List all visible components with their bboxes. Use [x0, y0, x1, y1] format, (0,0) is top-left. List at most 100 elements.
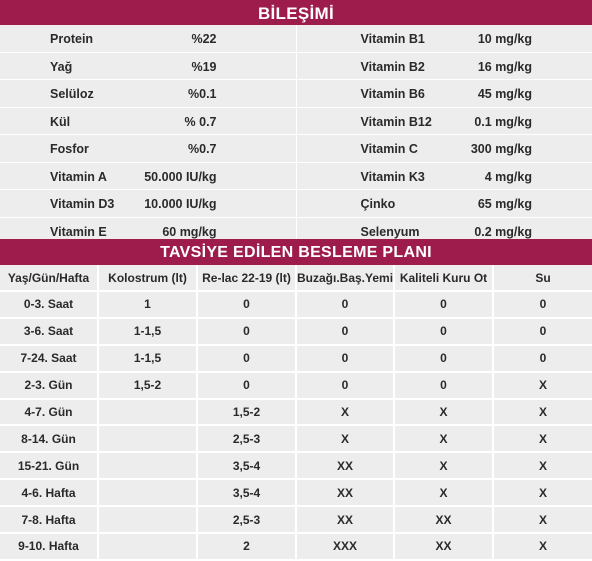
table-cell: 3,5-4 [197, 479, 297, 508]
table-cell: XX [296, 452, 395, 481]
nutrient-value: 300 mg/kg [470, 142, 532, 156]
composition-row: Fosfor %0.7 [0, 135, 296, 163]
table-cell: X [394, 425, 494, 454]
table-cell: 8-14. Gün [0, 425, 99, 454]
table-cell: 0 [493, 291, 592, 319]
table-cell: X [394, 479, 494, 508]
table-cell: 0 [394, 317, 494, 346]
nutrient-value: %0.1 [188, 87, 217, 101]
header-age: Yaş/Gün/Hafta [0, 265, 99, 292]
table-cell: 0 [296, 291, 395, 319]
table-header-row: Yaş/Gün/Hafta Kolostrum (lt) Re-lac 22-1… [0, 265, 592, 292]
nutrient-value: 60 mg/kg [162, 224, 217, 239]
table-cell: 2,5-3 [197, 425, 297, 454]
table-cell: 0 [493, 344, 592, 373]
table-cell: 0 [394, 291, 494, 319]
table-cell [98, 452, 198, 481]
composition-row: Vitamin B6 45 mg/kg [296, 80, 592, 108]
table-cell: 1,5-2 [98, 371, 198, 400]
table-cell: X [493, 398, 592, 427]
header-water: Su [493, 265, 592, 292]
table-cell: 0 [197, 291, 297, 319]
table-row: 3-6. Saat 1-1,5 0 0 0 0 [0, 317, 592, 346]
table-row: 4-6. Hafta 3,5-4 XX X X [0, 479, 592, 508]
table-row: 2-3. Gün 1,5-2 0 0 0 X [0, 371, 592, 400]
composition-row: Vitamin K3 4 mg/kg [296, 163, 592, 190]
table-cell: 0 [296, 317, 395, 346]
table-cell: 0 [197, 371, 297, 400]
header-colostrum: Kolostrum (lt) [98, 265, 198, 292]
nutrient-value: 45 mg/kg [477, 87, 532, 101]
table-cell: 1 [98, 291, 198, 319]
table-cell: 4-7. Gün [0, 398, 99, 427]
nutrient-value: 65 mg/kg [477, 197, 532, 211]
table-row: 9-10. Hafta 2 XXX XX X [0, 533, 592, 561]
nutrient-name: Vitamin E [50, 224, 107, 239]
table-cell: 0 [296, 344, 395, 373]
table-cell: 15-21. Gün [0, 452, 99, 481]
table-cell: X [296, 425, 395, 454]
table-cell: X [394, 452, 494, 481]
table-cell: 0 [197, 317, 297, 346]
table-cell: 3,5-4 [197, 452, 297, 481]
table-cell: X [394, 398, 494, 427]
header-starter-feed: Buzağı.Baş.Yemi [296, 265, 395, 292]
table-cell: 1,5-2 [197, 398, 297, 427]
table-row: 15-21. Gün 3,5-4 XX X X [0, 452, 592, 481]
table-cell: 0 [394, 344, 494, 373]
composition-right-column: Vitamin B1 10 mg/kg Vitamin B2 16 mg/kg Vi… [296, 25, 592, 239]
table-row: 0-3. Saat 1 0 0 0 0 [0, 291, 592, 319]
composition-row: Selenyum 0.2 mg/kg [297, 218, 592, 245]
nutrient-name: Vitamin C [360, 142, 418, 156]
nutrient-name: Selenyum [360, 224, 420, 239]
nutrient-name: Vitamin K3 [360, 169, 425, 184]
nutrient-value: % 0.7 [184, 114, 217, 129]
table-cell [98, 425, 198, 454]
composition-title: BİLEŞİMİ [257, 4, 335, 23]
feeding-plan-table: Yaş/Gün/Hafta Kolostrum (lt) Re-lac 22-1… [0, 265, 592, 561]
composition-left-column: Protein %22 Yağ %19 Selüloz %0.1 Kül % 0.7 F… [0, 25, 297, 239]
table-cell: 7-24. Saat [0, 344, 99, 373]
nutrient-name: Vitamin B12 [360, 114, 432, 129]
composition-row: Protein %22 [0, 25, 296, 53]
plan-title-bar: TAVSİYE EDİLEN BESLEME PLANI [0, 239, 592, 265]
table-cell [98, 398, 198, 427]
table-cell: X [493, 425, 592, 454]
table-row: 8-14. Gün 2,5-3 X X X [0, 425, 592, 454]
table-cell: 0-3. Saat [0, 291, 99, 319]
table-cell: XX [394, 506, 494, 535]
composition-row: Yağ %19 [0, 53, 296, 80]
table-cell: 0 [296, 371, 395, 400]
nutrient-value: 16 mg/kg [477, 59, 532, 74]
nutrient-value: 0.2 mg/kg [474, 224, 532, 239]
table-cell [98, 479, 198, 508]
composition-row: Selüloz %0.1 [0, 80, 296, 108]
nutrient-value: %19 [191, 59, 217, 74]
nutrient-name: Vitamin B2 [360, 59, 425, 74]
table-cell: 2-3. Gün [0, 371, 99, 400]
table-cell: XX [394, 533, 494, 561]
table-cell: 2 [197, 533, 297, 561]
table-cell: X [493, 479, 592, 508]
nutrient-name: Vitamin B6 [360, 87, 425, 101]
table-cell [98, 506, 198, 535]
nutrient-name: Vitamin B1 [360, 32, 425, 46]
composition-title-bar: BİLEŞİMİ [0, 0, 592, 25]
nutrient-value: 50.000 IU/kg [144, 169, 217, 184]
table-cell: X [493, 533, 592, 561]
table-cell: 0 [493, 317, 592, 346]
composition-row: Kül % 0.7 [0, 108, 296, 135]
nutrient-value: 10.000 IU/kg [144, 197, 217, 211]
nutrient-name: Fosfor [50, 142, 89, 156]
table-cell [98, 533, 198, 561]
table-cell: 1-1,5 [98, 317, 198, 346]
composition-row: Çinko 65 mg/kg [296, 190, 592, 218]
composition-row: Vitamin B2 16 mg/kg [296, 53, 592, 80]
table-cell: 0 [197, 344, 297, 373]
nutrient-value: %22 [191, 32, 217, 46]
composition-row: Vitamin A 50.000 IU/kg [0, 163, 296, 190]
composition-row: Vitamin E 60 mg/kg [0, 218, 296, 245]
table-cell: 0 [394, 371, 494, 400]
nutrient-name: Çinko [360, 197, 396, 211]
composition-row: Vitamin B1 10 mg/kg [296, 25, 592, 53]
